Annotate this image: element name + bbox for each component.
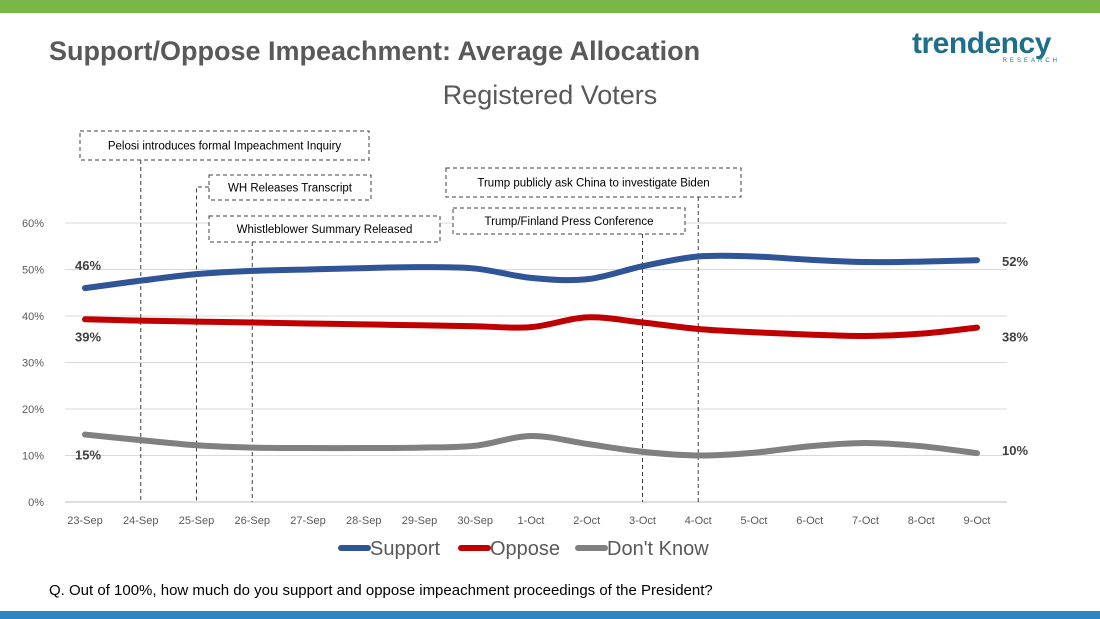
start-data-label: 39%	[75, 329, 101, 344]
logo-wordmark: trendency	[912, 27, 1051, 60]
y-tick-label: 40%	[22, 311, 44, 323]
annotation-leader-line	[196, 186, 209, 502]
start-data-label: 46%	[75, 258, 101, 273]
annotation-label: Trump publicly ask China to investigate …	[477, 178, 709, 190]
annotation-label: Whistleblower Summary Released	[237, 224, 413, 236]
x-tick-label: 30-Sep	[458, 515, 493, 527]
x-tick-label: 5-Oct	[741, 515, 768, 527]
y-tick-label: 20%	[22, 404, 44, 416]
series-line-oppose	[82, 314, 980, 340]
series-line-support	[82, 252, 980, 292]
end-data-label: 52%	[1002, 254, 1028, 269]
start-data-label: 15%	[75, 448, 101, 463]
top-accent-bar	[0, 0, 1100, 13]
x-tick-label: 8-Oct	[908, 515, 935, 527]
y-tick-label: 30%	[22, 358, 44, 370]
x-tick-label: 23-Sep	[67, 515, 102, 527]
x-tick-label: 1-Oct	[518, 515, 545, 527]
x-tick-label: 24-Sep	[123, 515, 158, 527]
x-tick-label: 27-Sep	[290, 515, 325, 527]
y-tick-label: 10%	[22, 451, 44, 463]
legend-label: Don't Know	[607, 538, 709, 560]
x-tick-label: 2-Oct	[573, 515, 600, 527]
x-tick-label: 28-Sep	[346, 515, 381, 527]
series-line-don-t-know	[82, 431, 980, 459]
end-data-label: 38%	[1002, 330, 1028, 345]
x-tick-label: 7-Oct	[852, 515, 879, 527]
logo-subtext: RESEARCH	[1002, 58, 1060, 64]
end-data-label: 10%	[1002, 443, 1028, 458]
annotation-box	[452, 207, 686, 235]
x-tick-label: 3-Oct	[629, 515, 656, 527]
annotation-label: Pelosi introduces formal Impeachment Inq…	[108, 141, 342, 153]
annotation-box	[208, 215, 441, 243]
x-tick-label: 4-Oct	[685, 515, 712, 527]
x-tick-label: 26-Sep	[235, 515, 270, 527]
legend-label: Oppose	[490, 538, 560, 560]
y-tick-label: 0%	[28, 497, 44, 509]
y-tick-label: 60%	[22, 218, 44, 230]
survey-question: Q. Out of 100%, how much do you support …	[49, 582, 713, 599]
x-tick-label: 29-Sep	[402, 515, 437, 527]
annotation-box	[208, 174, 372, 201]
annotation-box	[79, 130, 370, 161]
legend-label: Support	[370, 538, 440, 560]
x-tick-label: 6-Oct	[796, 515, 823, 527]
chart-title: Support/Oppose Impeachment: Average Allo…	[49, 36, 701, 66]
y-tick-label: 50%	[22, 265, 44, 277]
annotation-label: Trump/Finland Press Conference	[485, 216, 654, 228]
chart-subtitle: Registered Voters	[442, 80, 658, 110]
x-tick-label: 25-Sep	[179, 515, 214, 527]
annotation-label: WH Releases Transcript	[228, 183, 353, 195]
x-tick-label: 9-Oct	[964, 515, 991, 527]
bottom-accent-bar	[0, 611, 1100, 619]
annotation-box	[445, 167, 742, 198]
trendency-logo: trendency RESEARCH	[912, 28, 1072, 70]
